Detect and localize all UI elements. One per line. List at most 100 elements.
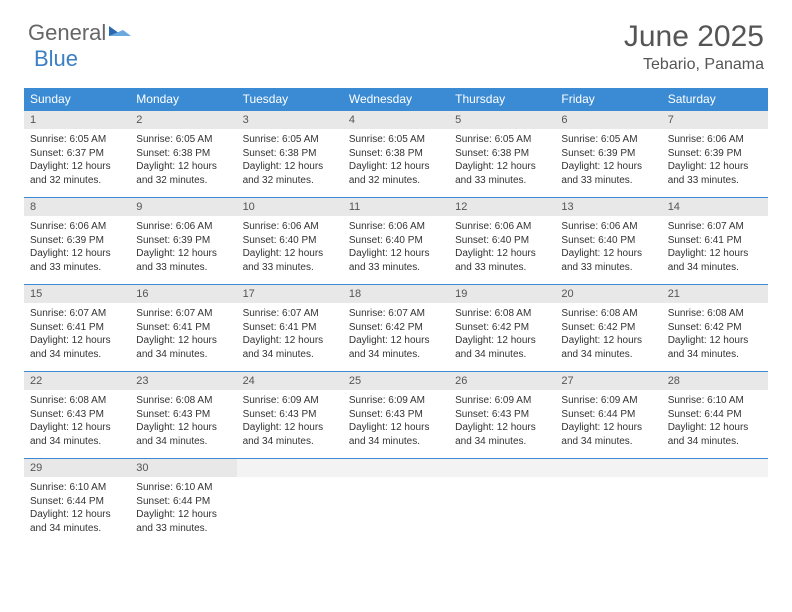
week-row: 1Sunrise: 6:05 AMSunset: 6:37 PMDaylight…	[24, 111, 768, 198]
page-header: General June 2025 Tebario, Panama	[0, 0, 792, 82]
day-details: Sunrise: 6:05 AMSunset: 6:38 PMDaylight:…	[130, 129, 236, 197]
day-header: Tuesday	[237, 88, 343, 111]
day-details: Sunrise: 6:05 AMSunset: 6:38 PMDaylight:…	[449, 129, 555, 197]
day-number: 18	[343, 285, 449, 303]
day-details: Sunrise: 6:06 AMSunset: 6:39 PMDaylight:…	[662, 129, 768, 197]
day-header: Saturday	[662, 88, 768, 111]
day-cell: 7Sunrise: 6:06 AMSunset: 6:39 PMDaylight…	[662, 111, 768, 198]
day-cell: 21Sunrise: 6:08 AMSunset: 6:42 PMDayligh…	[662, 285, 768, 372]
day-header: Sunday	[24, 88, 130, 111]
day-number: 21	[662, 285, 768, 303]
day-number: 23	[130, 372, 236, 390]
day-number: 12	[449, 198, 555, 216]
day-number: 9	[130, 198, 236, 216]
week-row: 8Sunrise: 6:06 AMSunset: 6:39 PMDaylight…	[24, 198, 768, 285]
empty-day	[237, 459, 343, 477]
day-cell: 25Sunrise: 6:09 AMSunset: 6:43 PMDayligh…	[343, 372, 449, 459]
day-details: Sunrise: 6:08 AMSunset: 6:42 PMDaylight:…	[662, 303, 768, 371]
calendar-table: SundayMondayTuesdayWednesdayThursdayFrid…	[24, 88, 768, 545]
day-number: 11	[343, 198, 449, 216]
day-cell: 19Sunrise: 6:08 AMSunset: 6:42 PMDayligh…	[449, 285, 555, 372]
day-number: 10	[237, 198, 343, 216]
day-cell: 20Sunrise: 6:08 AMSunset: 6:42 PMDayligh…	[555, 285, 661, 372]
day-number: 16	[130, 285, 236, 303]
day-cell: 10Sunrise: 6:06 AMSunset: 6:40 PMDayligh…	[237, 198, 343, 285]
day-number: 28	[662, 372, 768, 390]
logo: General	[28, 20, 134, 46]
day-details: Sunrise: 6:09 AMSunset: 6:43 PMDaylight:…	[343, 390, 449, 458]
day-cell: 28Sunrise: 6:10 AMSunset: 6:44 PMDayligh…	[662, 372, 768, 459]
day-details: Sunrise: 6:06 AMSunset: 6:40 PMDaylight:…	[343, 216, 449, 284]
day-cell: 9Sunrise: 6:06 AMSunset: 6:39 PMDaylight…	[130, 198, 236, 285]
empty-day	[343, 459, 449, 477]
day-number: 19	[449, 285, 555, 303]
day-number: 3	[237, 111, 343, 129]
day-number: 24	[237, 372, 343, 390]
calendar-body: 1Sunrise: 6:05 AMSunset: 6:37 PMDaylight…	[24, 111, 768, 546]
day-cell: 30Sunrise: 6:10 AMSunset: 6:44 PMDayligh…	[130, 459, 236, 546]
day-cell: 23Sunrise: 6:08 AMSunset: 6:43 PMDayligh…	[130, 372, 236, 459]
day-details: Sunrise: 6:07 AMSunset: 6:41 PMDaylight:…	[24, 303, 130, 371]
day-cell	[449, 459, 555, 546]
empty-day	[662, 459, 768, 477]
day-details: Sunrise: 6:07 AMSunset: 6:41 PMDaylight:…	[662, 216, 768, 284]
logo-text-general: General	[28, 20, 106, 46]
day-details: Sunrise: 6:09 AMSunset: 6:43 PMDaylight:…	[237, 390, 343, 458]
day-number: 8	[24, 198, 130, 216]
day-cell: 11Sunrise: 6:06 AMSunset: 6:40 PMDayligh…	[343, 198, 449, 285]
day-cell: 17Sunrise: 6:07 AMSunset: 6:41 PMDayligh…	[237, 285, 343, 372]
day-cell: 6Sunrise: 6:05 AMSunset: 6:39 PMDaylight…	[555, 111, 661, 198]
day-number: 20	[555, 285, 661, 303]
week-row: 29Sunrise: 6:10 AMSunset: 6:44 PMDayligh…	[24, 459, 768, 546]
day-number: 29	[24, 459, 130, 477]
title-block: June 2025 Tebario, Panama	[624, 20, 764, 74]
day-details: Sunrise: 6:06 AMSunset: 6:40 PMDaylight:…	[555, 216, 661, 284]
day-number: 26	[449, 372, 555, 390]
day-details: Sunrise: 6:08 AMSunset: 6:43 PMDaylight:…	[24, 390, 130, 458]
day-number: 13	[555, 198, 661, 216]
day-cell: 26Sunrise: 6:09 AMSunset: 6:43 PMDayligh…	[449, 372, 555, 459]
day-details: Sunrise: 6:07 AMSunset: 6:41 PMDaylight:…	[130, 303, 236, 371]
day-cell	[343, 459, 449, 546]
day-number: 1	[24, 111, 130, 129]
day-details: Sunrise: 6:08 AMSunset: 6:42 PMDaylight:…	[449, 303, 555, 371]
day-header-row: SundayMondayTuesdayWednesdayThursdayFrid…	[24, 88, 768, 111]
logo-text-blue: Blue	[34, 46, 78, 71]
day-cell	[662, 459, 768, 546]
day-cell: 15Sunrise: 6:07 AMSunset: 6:41 PMDayligh…	[24, 285, 130, 372]
day-details: Sunrise: 6:05 AMSunset: 6:38 PMDaylight:…	[237, 129, 343, 197]
day-cell: 5Sunrise: 6:05 AMSunset: 6:38 PMDaylight…	[449, 111, 555, 198]
day-cell: 29Sunrise: 6:10 AMSunset: 6:44 PMDayligh…	[24, 459, 130, 546]
day-details: Sunrise: 6:05 AMSunset: 6:37 PMDaylight:…	[24, 129, 130, 197]
day-cell: 27Sunrise: 6:09 AMSunset: 6:44 PMDayligh…	[555, 372, 661, 459]
day-details: Sunrise: 6:06 AMSunset: 6:39 PMDaylight:…	[130, 216, 236, 284]
month-title: June 2025	[624, 20, 764, 54]
day-cell: 12Sunrise: 6:06 AMSunset: 6:40 PMDayligh…	[449, 198, 555, 285]
day-details: Sunrise: 6:06 AMSunset: 6:39 PMDaylight:…	[24, 216, 130, 284]
empty-day	[555, 459, 661, 477]
day-cell	[555, 459, 661, 546]
day-details: Sunrise: 6:10 AMSunset: 6:44 PMDaylight:…	[130, 477, 236, 545]
day-details: Sunrise: 6:09 AMSunset: 6:44 PMDaylight:…	[555, 390, 661, 458]
week-row: 22Sunrise: 6:08 AMSunset: 6:43 PMDayligh…	[24, 372, 768, 459]
day-header: Wednesday	[343, 88, 449, 111]
location-label: Tebario, Panama	[624, 56, 764, 74]
day-number: 6	[555, 111, 661, 129]
day-details: Sunrise: 6:05 AMSunset: 6:39 PMDaylight:…	[555, 129, 661, 197]
day-number: 27	[555, 372, 661, 390]
day-cell: 1Sunrise: 6:05 AMSunset: 6:37 PMDaylight…	[24, 111, 130, 198]
day-details: Sunrise: 6:06 AMSunset: 6:40 PMDaylight:…	[237, 216, 343, 284]
day-number: 30	[130, 459, 236, 477]
day-number: 2	[130, 111, 236, 129]
day-header: Thursday	[449, 88, 555, 111]
day-number: 5	[449, 111, 555, 129]
day-cell: 2Sunrise: 6:05 AMSunset: 6:38 PMDaylight…	[130, 111, 236, 198]
day-details: Sunrise: 6:10 AMSunset: 6:44 PMDaylight:…	[24, 477, 130, 545]
day-cell: 8Sunrise: 6:06 AMSunset: 6:39 PMDaylight…	[24, 198, 130, 285]
day-details: Sunrise: 6:08 AMSunset: 6:43 PMDaylight:…	[130, 390, 236, 458]
day-number: 25	[343, 372, 449, 390]
day-number: 14	[662, 198, 768, 216]
day-number: 15	[24, 285, 130, 303]
day-details: Sunrise: 6:07 AMSunset: 6:41 PMDaylight:…	[237, 303, 343, 371]
day-cell: 18Sunrise: 6:07 AMSunset: 6:42 PMDayligh…	[343, 285, 449, 372]
